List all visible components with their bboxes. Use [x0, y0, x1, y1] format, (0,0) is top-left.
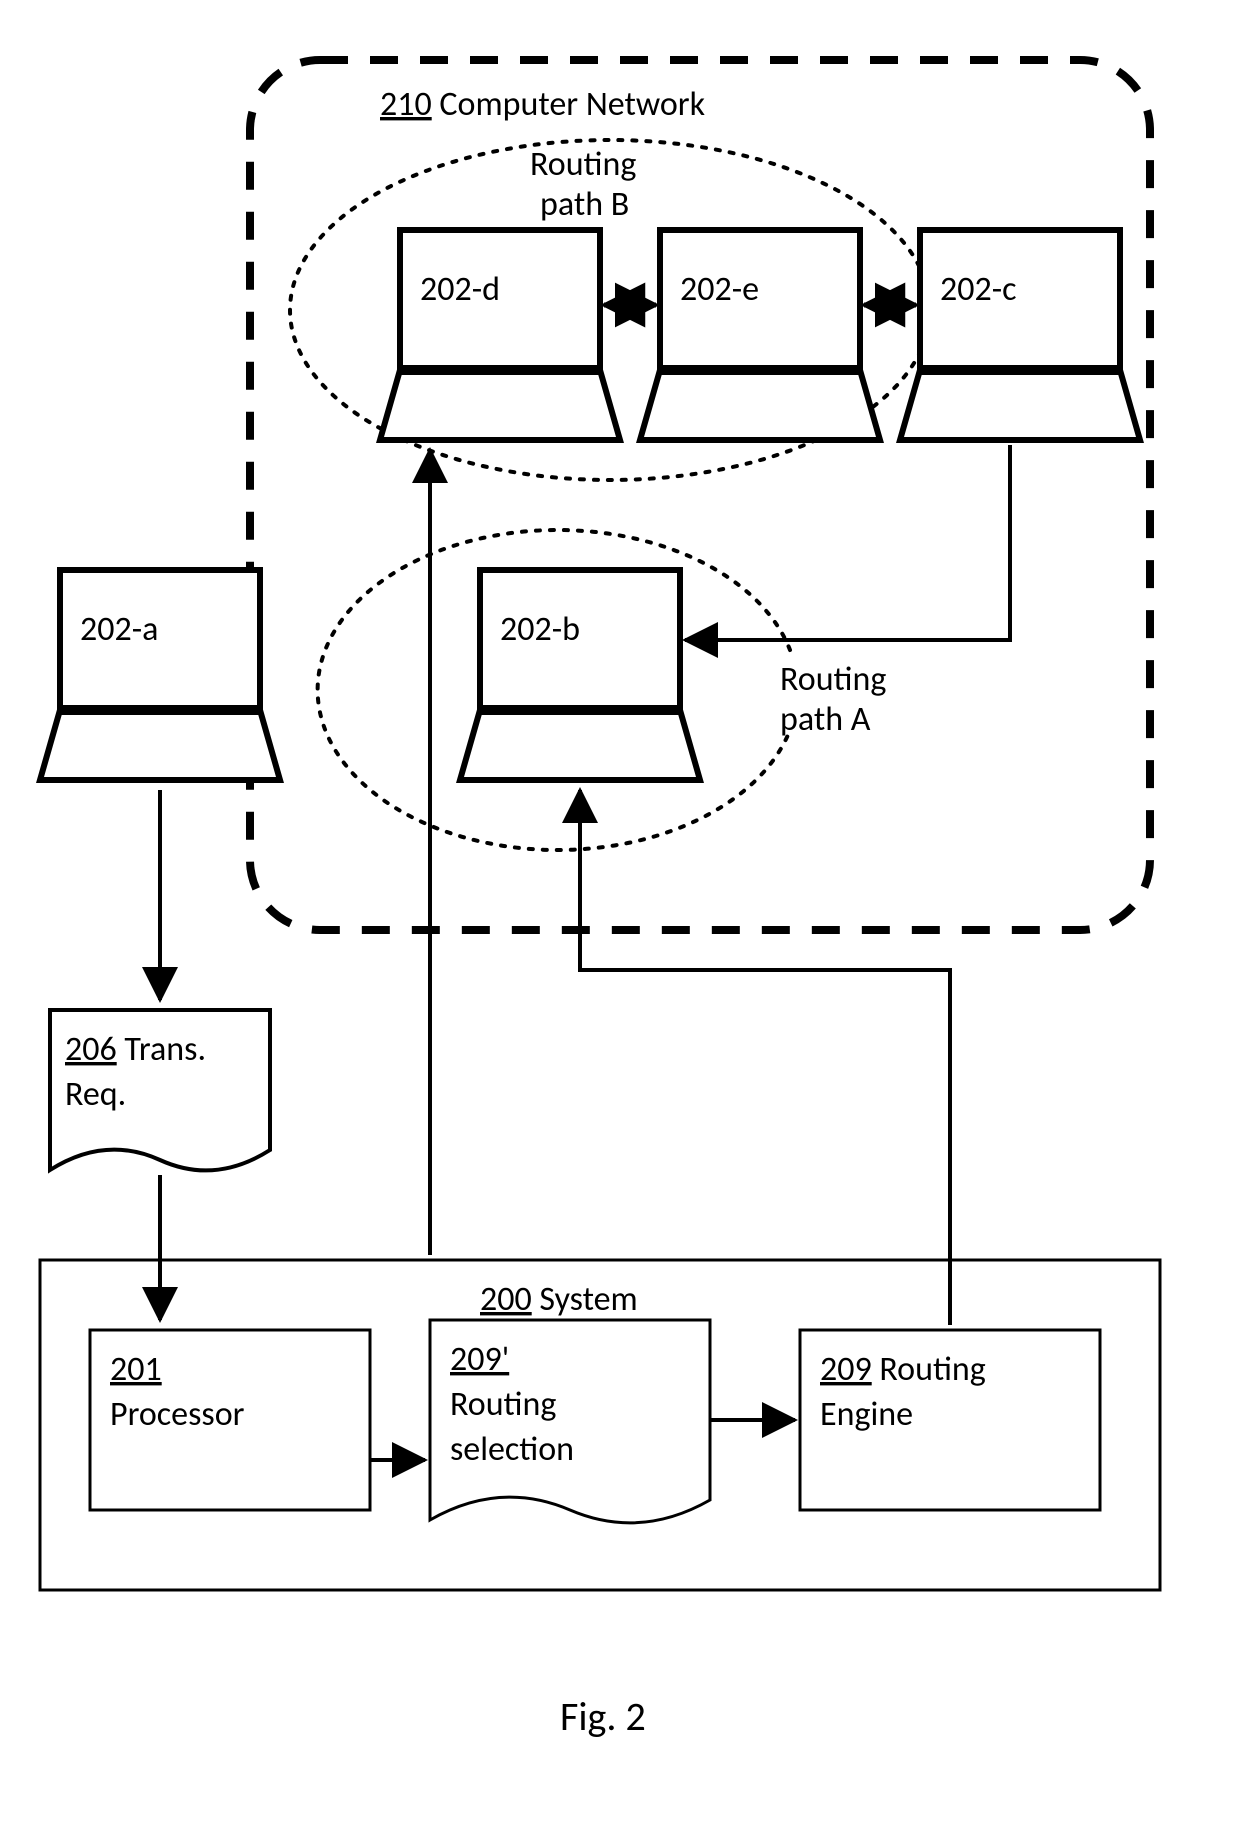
- system-title: 200 System: [480, 1279, 638, 1320]
- network-title: 210 Computer Network: [380, 84, 706, 125]
- svg-text:Routing: Routing: [450, 1384, 556, 1425]
- laptop-label: 202-a: [80, 609, 158, 650]
- svg-text:Processor: Processor: [110, 1394, 245, 1435]
- arrow-engine-to-b: [580, 790, 950, 1325]
- svg-text:selection: selection: [450, 1429, 574, 1470]
- svg-text:209 Routing: 209 Routing: [820, 1349, 986, 1390]
- figure-caption: Fig. 2: [560, 1692, 646, 1741]
- laptop-202-b: 202-b: [460, 570, 700, 780]
- laptop-label: 202-d: [420, 269, 500, 310]
- laptop-202-e: 202-e: [640, 230, 880, 440]
- svg-text:206 Trans.: 206 Trans.: [65, 1029, 206, 1070]
- processor-box: 201 Processor: [90, 1330, 370, 1510]
- routing-engine-box: 209 Routing Engine: [800, 1330, 1100, 1510]
- routing-path-b-label-1: Routing: [530, 144, 636, 185]
- laptop-202-a: 202-a: [40, 570, 280, 780]
- laptop-202-d: 202-d: [380, 230, 620, 440]
- svg-text:Req.: Req.: [65, 1074, 126, 1115]
- svg-text:209': 209': [450, 1339, 509, 1380]
- routing-selection-doc: 209' Routing selection: [430, 1320, 710, 1523]
- doc-trans-req: 206 Trans. Req.: [50, 1010, 270, 1170]
- arrow-c-to-b: [685, 445, 1010, 640]
- laptop-label: 202-c: [940, 269, 1016, 310]
- svg-text:Engine: Engine: [820, 1394, 913, 1435]
- svg-text:201: 201: [110, 1349, 162, 1390]
- routing-path-a-label-2: path A: [780, 699, 871, 740]
- laptop-202-c: 202-c: [900, 230, 1140, 440]
- laptop-label: 202-b: [500, 609, 580, 650]
- laptop-label: 202-e: [680, 269, 759, 310]
- routing-path-b-label-2: path B: [540, 184, 629, 225]
- routing-path-a-label-1: Routing: [780, 659, 886, 700]
